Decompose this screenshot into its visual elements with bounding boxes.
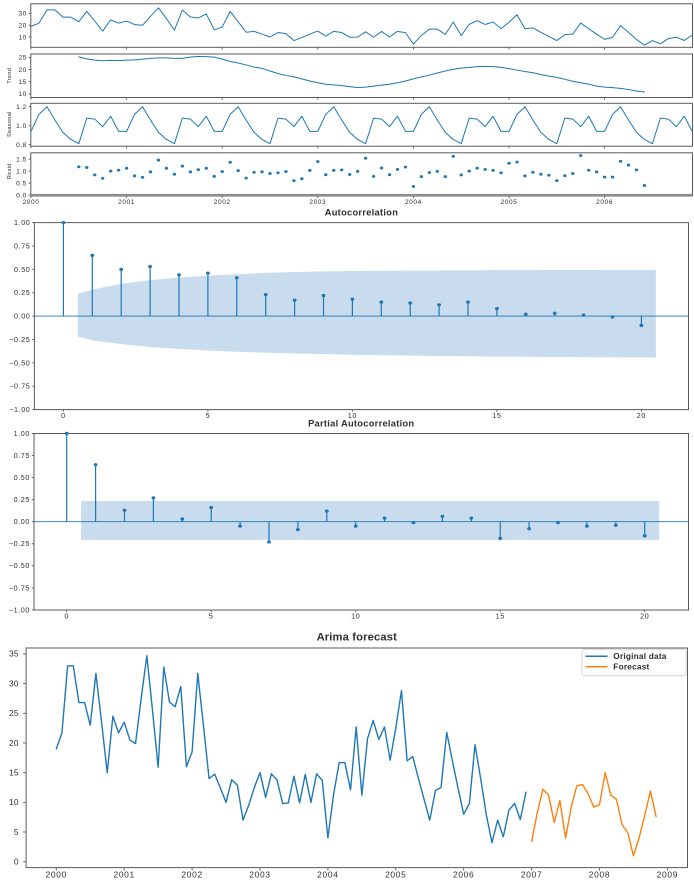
svg-text:10: 10: [18, 91, 26, 98]
svg-text:10: 10: [18, 34, 26, 41]
svg-text:2002: 2002: [181, 869, 202, 879]
svg-text:20: 20: [18, 67, 26, 74]
svg-text:2006: 2006: [596, 199, 613, 206]
svg-text:2007: 2007: [521, 869, 542, 879]
svg-text:−0.25: −0.25: [9, 539, 30, 548]
svg-text:0.8: 0.8: [16, 142, 27, 149]
svg-text:0.50: 0.50: [14, 473, 30, 482]
svg-text:20: 20: [640, 612, 649, 621]
svg-text:0.00: 0.00: [14, 517, 30, 526]
svg-text:15: 15: [9, 767, 19, 777]
svg-text:−1.00: −1.00: [9, 405, 30, 414]
svg-text:Partial Autocorrelation: Partial Autocorrelation: [308, 418, 414, 428]
svg-text:30: 30: [9, 678, 19, 688]
svg-text:2000: 2000: [46, 869, 67, 879]
svg-text:5: 5: [14, 827, 19, 837]
svg-text:20: 20: [9, 738, 19, 748]
svg-text:0: 0: [61, 411, 66, 420]
svg-text:0.25: 0.25: [14, 495, 30, 504]
svg-text:2003: 2003: [249, 869, 270, 879]
svg-text:2001: 2001: [113, 869, 134, 879]
svg-text:Autocorrelation: Autocorrelation: [325, 207, 398, 217]
svg-text:0: 0: [64, 612, 69, 621]
svg-text:0: 0: [14, 857, 19, 867]
svg-text:1.00: 1.00: [14, 429, 30, 438]
svg-text:Original data: Original data: [613, 651, 666, 661]
svg-text:Arima forecast: Arima forecast: [317, 632, 398, 644]
svg-text:5: 5: [209, 612, 214, 621]
svg-text:1.2: 1.2: [16, 104, 27, 111]
svg-text:−0.50: −0.50: [9, 561, 30, 570]
svg-text:−0.75: −0.75: [9, 583, 30, 592]
svg-text:0.50: 0.50: [14, 265, 30, 274]
svg-text:1.0: 1.0: [16, 168, 27, 175]
svg-text:0.5: 0.5: [16, 180, 27, 187]
svg-text:2008: 2008: [589, 869, 610, 879]
svg-text:−0.50: −0.50: [9, 358, 30, 367]
svg-text:2009: 2009: [657, 869, 678, 879]
svg-text:35: 35: [9, 649, 19, 659]
svg-text:2000: 2000: [23, 199, 40, 206]
svg-text:15: 15: [496, 612, 505, 621]
svg-text:2006: 2006: [453, 869, 474, 879]
svg-text:25: 25: [18, 55, 26, 62]
svg-text:30: 30: [18, 11, 26, 18]
svg-text:−1.00: −1.00: [9, 605, 30, 614]
svg-text:2004: 2004: [405, 199, 422, 206]
svg-text:0.75: 0.75: [14, 241, 30, 250]
svg-text:0.25: 0.25: [14, 288, 30, 297]
svg-text:10: 10: [351, 612, 360, 621]
svg-text:1.0: 1.0: [16, 123, 27, 130]
svg-text:2005: 2005: [501, 199, 518, 206]
svg-text:20: 20: [637, 411, 646, 420]
svg-text:Trend: Trend: [7, 68, 13, 84]
svg-text:Seasonal: Seasonal: [7, 111, 13, 137]
svg-text:−0.75: −0.75: [9, 382, 30, 391]
svg-text:1.00: 1.00: [14, 218, 30, 227]
svg-text:25: 25: [9, 708, 19, 718]
svg-text:20: 20: [18, 22, 26, 29]
svg-text:2005: 2005: [385, 869, 406, 879]
svg-text:0.75: 0.75: [14, 451, 30, 460]
svg-text:−0.25: −0.25: [9, 335, 30, 344]
svg-text:5: 5: [206, 411, 211, 420]
svg-text:15: 15: [492, 411, 501, 420]
svg-text:10: 10: [9, 797, 19, 807]
svg-text:2002: 2002: [214, 199, 231, 206]
svg-text:15: 15: [18, 79, 26, 86]
svg-text:Forecast: Forecast: [613, 662, 649, 672]
svg-text:Resid: Resid: [7, 163, 13, 179]
svg-text:2004: 2004: [317, 869, 338, 879]
svg-text:0.00: 0.00: [14, 312, 30, 321]
svg-text:0.0: 0.0: [16, 192, 27, 199]
svg-text:2001: 2001: [118, 199, 135, 206]
svg-text:10: 10: [348, 411, 357, 420]
svg-text:1.5: 1.5: [16, 156, 27, 163]
svg-text:2003: 2003: [309, 199, 326, 206]
